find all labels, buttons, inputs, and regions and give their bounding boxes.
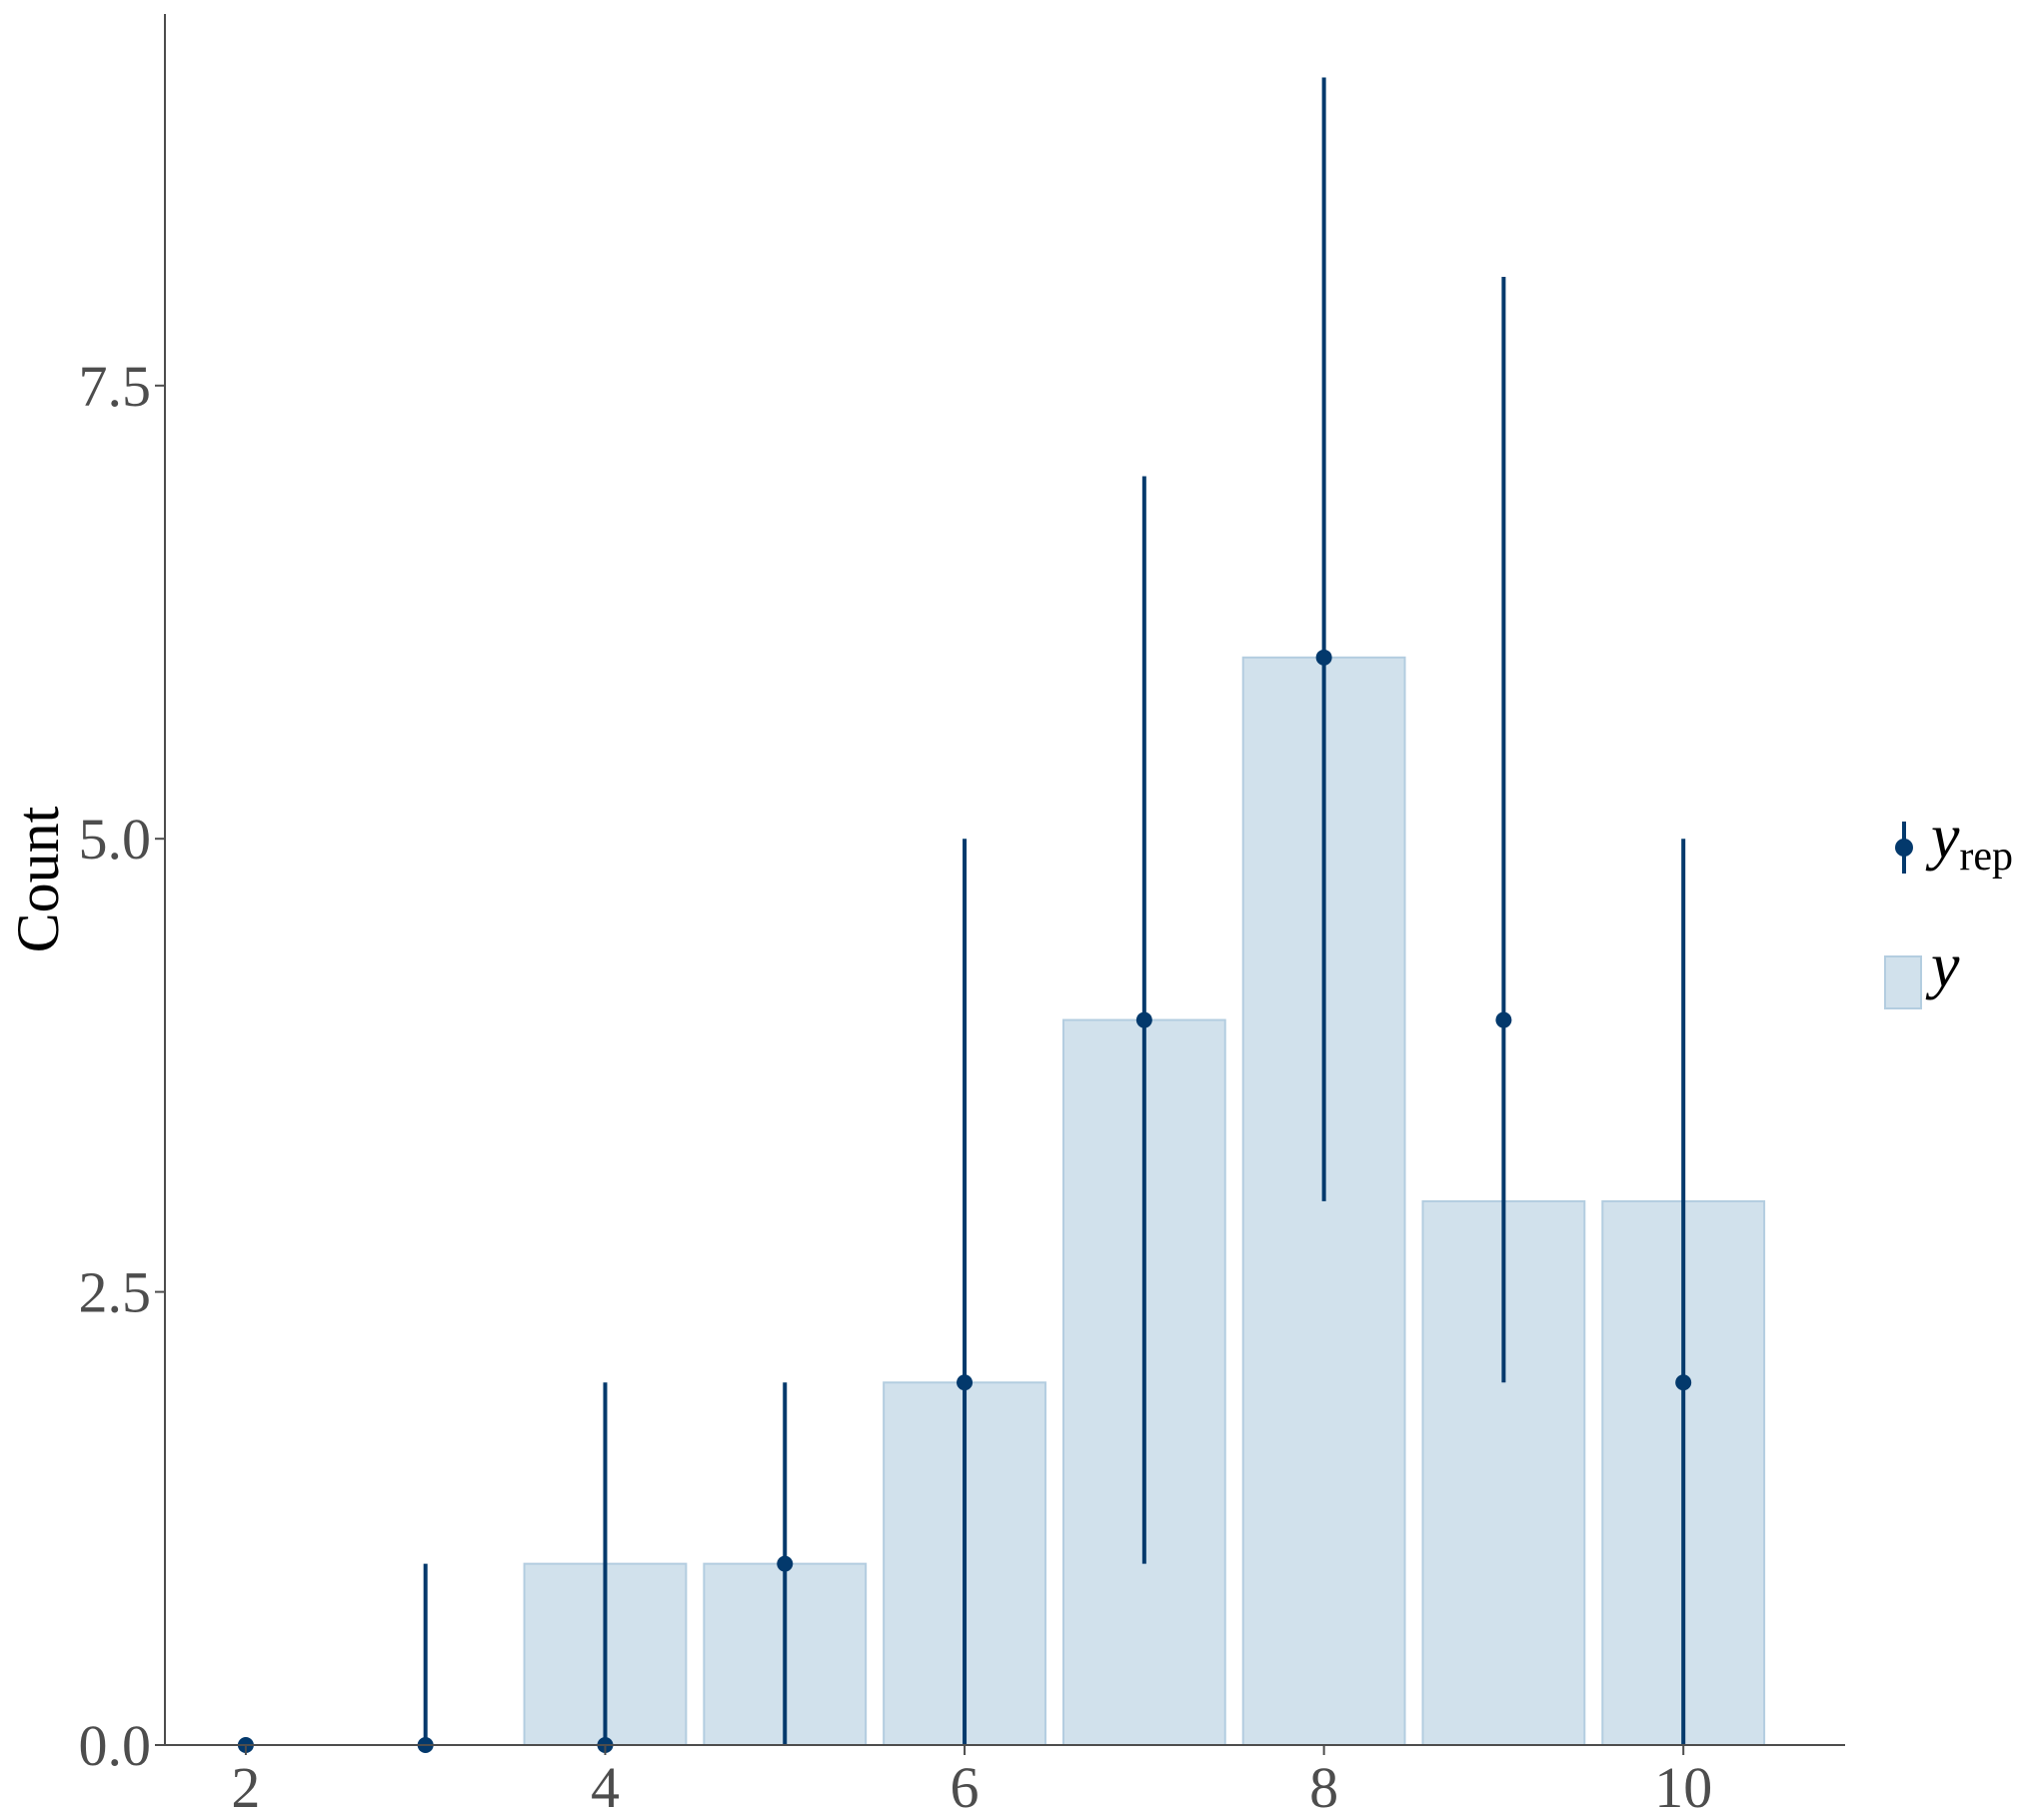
point-8 (1315, 649, 1332, 666)
x-tick-label-10: 10 (1654, 1755, 1712, 1820)
x-tick-label-4: 4 (591, 1755, 620, 1820)
x-tick-label-2: 2 (231, 1755, 260, 1820)
y-tick-label-0.0: 0.0 (79, 1713, 152, 1778)
point-6 (957, 1374, 974, 1391)
legend-y-label: y (1925, 929, 1960, 1000)
y-tick-label-2.5: 2.5 (79, 1260, 152, 1325)
point-5 (777, 1555, 794, 1572)
y-tick-label-7.5: 7.5 (79, 354, 152, 419)
legend-y-swatch (1884, 955, 1922, 1009)
point-9 (1495, 1011, 1512, 1028)
point-7 (1135, 1011, 1152, 1028)
y-axis-title: Count (5, 806, 71, 952)
y-tick-label-5.0: 5.0 (79, 807, 152, 872)
x-tick-label-8: 8 (1309, 1755, 1338, 1820)
intervals-layer (237, 77, 1692, 1753)
x-ticks: 2 4 6 8 10 (231, 1745, 1712, 1820)
point-10 (1675, 1374, 1692, 1391)
legend-yrep-label: yrep (1925, 801, 2013, 880)
axes (164, 14, 1845, 1746)
legend-yrep-main: y (1925, 801, 1960, 872)
legend-yrep-point (1895, 839, 1913, 857)
legend-yrep-sub: rep (1959, 834, 2013, 880)
x-tick-label-6: 6 (951, 1755, 980, 1820)
legend: yrep y (1884, 801, 2013, 1009)
y-ticks: 0.0 2.5 5.0 7.5 (79, 354, 165, 1778)
